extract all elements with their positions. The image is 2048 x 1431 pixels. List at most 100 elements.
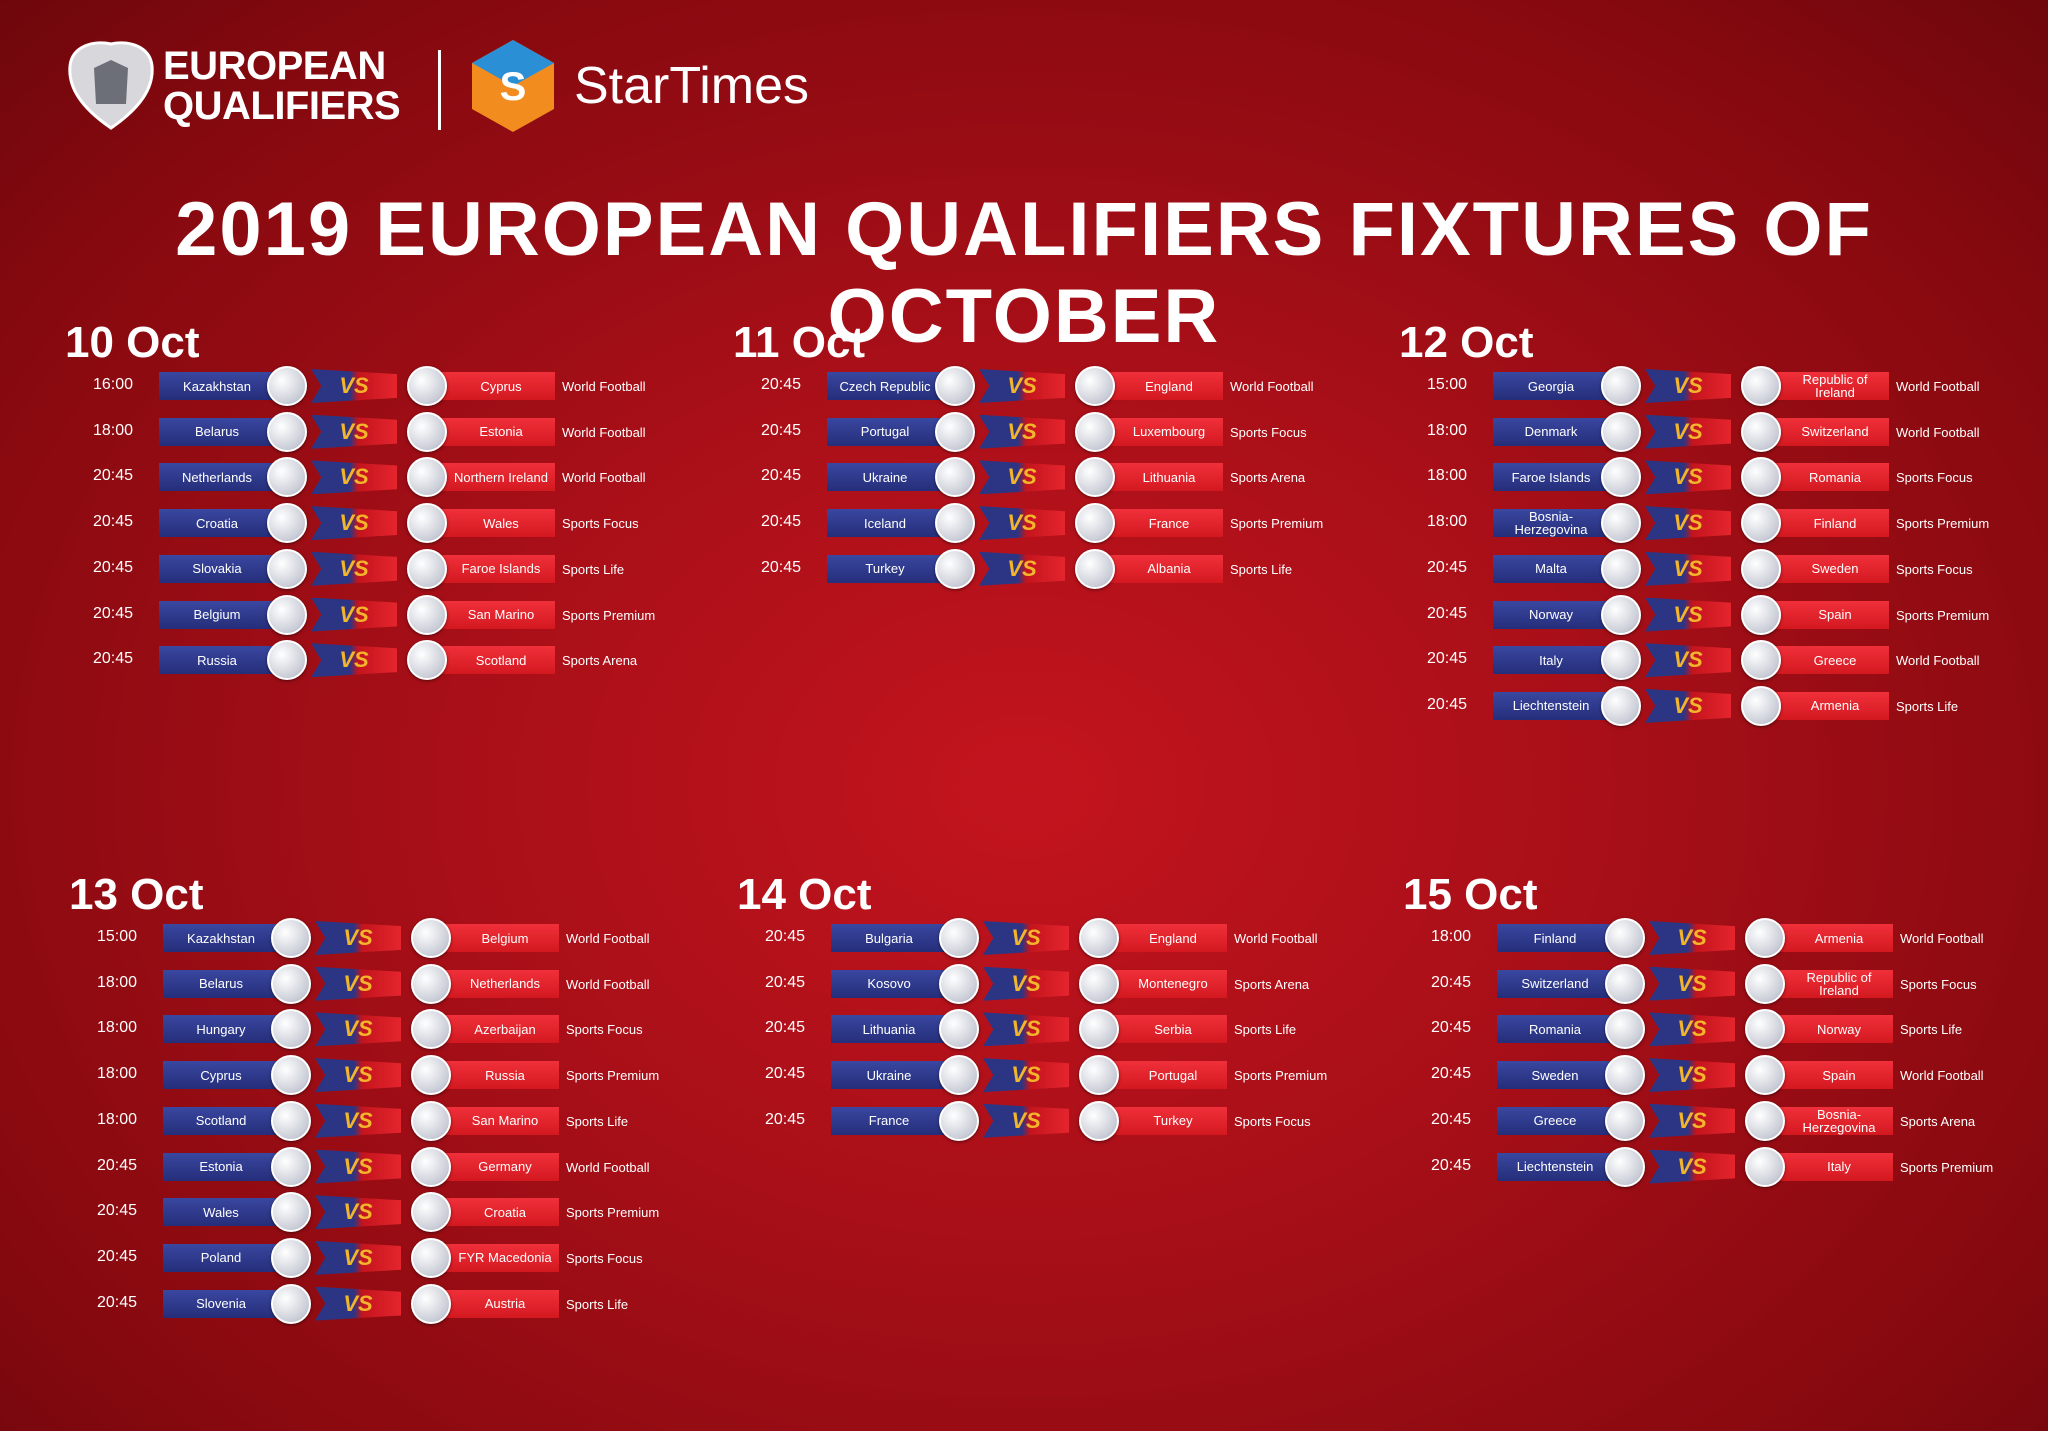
vs-badge: [311, 414, 397, 449]
away-team: Republic of Ireland: [1759, 372, 1889, 400]
away-flag: [1075, 548, 1115, 589]
vs-badge: [311, 597, 397, 632]
kickoff-time: 20:45: [760, 513, 802, 531]
away-flag: [1079, 1055, 1119, 1096]
vs-label: VS: [1011, 970, 1041, 996]
vs-label: VS: [1677, 1107, 1707, 1133]
channel: Sports Focus: [1900, 976, 1977, 992]
vs-badge: [311, 551, 397, 586]
home-flag: [1605, 918, 1645, 958]
divider: [438, 50, 441, 130]
away-flag: [407, 411, 447, 452]
home-flag: [935, 411, 975, 452]
vs-label: VS: [1677, 1153, 1707, 1179]
vs-badge: [983, 921, 1069, 955]
kickoff-time: 18:00: [96, 973, 138, 991]
vs-badge: [315, 1286, 401, 1321]
vs-badge: [979, 414, 1065, 449]
vs-label: VS: [339, 373, 369, 398]
channel: World Football: [1900, 1068, 1984, 1084]
vs-label: VS: [339, 510, 369, 536]
home-flag: [271, 1055, 311, 1096]
home-flag: [939, 1009, 979, 1050]
away-team: Scotland: [425, 646, 555, 675]
kickoff-time: 15:00: [1426, 376, 1468, 393]
kickoff-time: 20:45: [760, 467, 802, 485]
home-flag: [267, 503, 307, 544]
home-flag: [935, 548, 975, 589]
kickoff-time: 20:45: [92, 558, 134, 576]
kickoff-time: 20:45: [764, 973, 806, 991]
vs-badge: [315, 921, 401, 955]
vs-label: VS: [1677, 1062, 1707, 1088]
away-flag: [411, 1009, 451, 1050]
vs-label: VS: [1007, 418, 1037, 444]
home-team: Turkey: [827, 554, 957, 583]
away-flag: [1741, 366, 1781, 406]
away-flag: [1079, 918, 1119, 958]
home-flag: [935, 457, 975, 498]
vs-label: VS: [343, 1107, 373, 1133]
channel: Sports Premium: [566, 1205, 660, 1221]
home-flag: [939, 1100, 979, 1141]
vs-label: VS: [1011, 1062, 1041, 1088]
away-flag: [411, 1100, 451, 1141]
vs-badge: [979, 460, 1065, 495]
channel: Sports Arena: [562, 653, 638, 669]
away-flag: [1741, 548, 1781, 589]
channel: Sports Premium: [1896, 607, 1990, 623]
vs-badge: [1645, 551, 1731, 586]
vs-label: VS: [1673, 373, 1703, 398]
away-flag: [1079, 1100, 1119, 1141]
away-team: Netherlands: [429, 969, 559, 998]
vs-label: VS: [1007, 510, 1037, 536]
home-flag: [1601, 594, 1641, 635]
home-flag: [1605, 1055, 1645, 1096]
kickoff-time: 15:00: [96, 928, 138, 945]
home-flag: [267, 411, 307, 452]
vs-badge: [1645, 506, 1731, 541]
home-flag: [1601, 685, 1641, 726]
away-flag: [1741, 685, 1781, 726]
home-flag: [935, 503, 975, 544]
home-flag: [1601, 457, 1641, 498]
vs-badge: [315, 1195, 401, 1230]
vs-label: VS: [1011, 1107, 1041, 1133]
vs-label: VS: [339, 555, 369, 581]
home-flag: [271, 1237, 311, 1278]
away-flag: [407, 457, 447, 498]
home-team: Estonia: [163, 1152, 293, 1181]
vs-badge: [1649, 966, 1735, 1001]
home-team: France: [831, 1106, 961, 1135]
channel: Sports Life: [1896, 698, 1959, 714]
away-flag: [1075, 411, 1115, 452]
kickoff-time: 20:45: [92, 513, 134, 531]
vs-badge: [311, 369, 397, 403]
vs-label: VS: [1673, 555, 1703, 581]
vs-label: VS: [1673, 418, 1703, 444]
kickoff-time: 20:45: [1430, 1065, 1472, 1083]
home-flag: [267, 548, 307, 589]
home-flag: [939, 963, 979, 1004]
home-flag: [939, 918, 979, 958]
kickoff-time: 20:45: [1430, 1110, 1472, 1128]
home-team: Switzerland: [1497, 969, 1627, 998]
startimes-logo: S: [472, 40, 554, 132]
vs-badge: [315, 966, 401, 1001]
vs-label: VS: [1673, 692, 1703, 718]
home-flag: [267, 640, 307, 681]
vs-badge: [1649, 1058, 1735, 1093]
channel: Sports Focus: [562, 516, 639, 532]
away-flag: [1741, 594, 1781, 635]
kickoff-time: 18:00: [1426, 467, 1468, 485]
away-team: Northern Ireland: [425, 463, 555, 492]
home-flag: [935, 366, 975, 406]
kickoff-time: 20:45: [1426, 604, 1468, 622]
vs-label: VS: [343, 1290, 373, 1316]
kickoff-time: 20:45: [92, 650, 134, 668]
home-flag: [1601, 503, 1641, 544]
kickoff-time: 20:45: [96, 1156, 138, 1174]
kickoff-time: 20:45: [1426, 650, 1468, 668]
away-team: Germany: [429, 1152, 559, 1181]
